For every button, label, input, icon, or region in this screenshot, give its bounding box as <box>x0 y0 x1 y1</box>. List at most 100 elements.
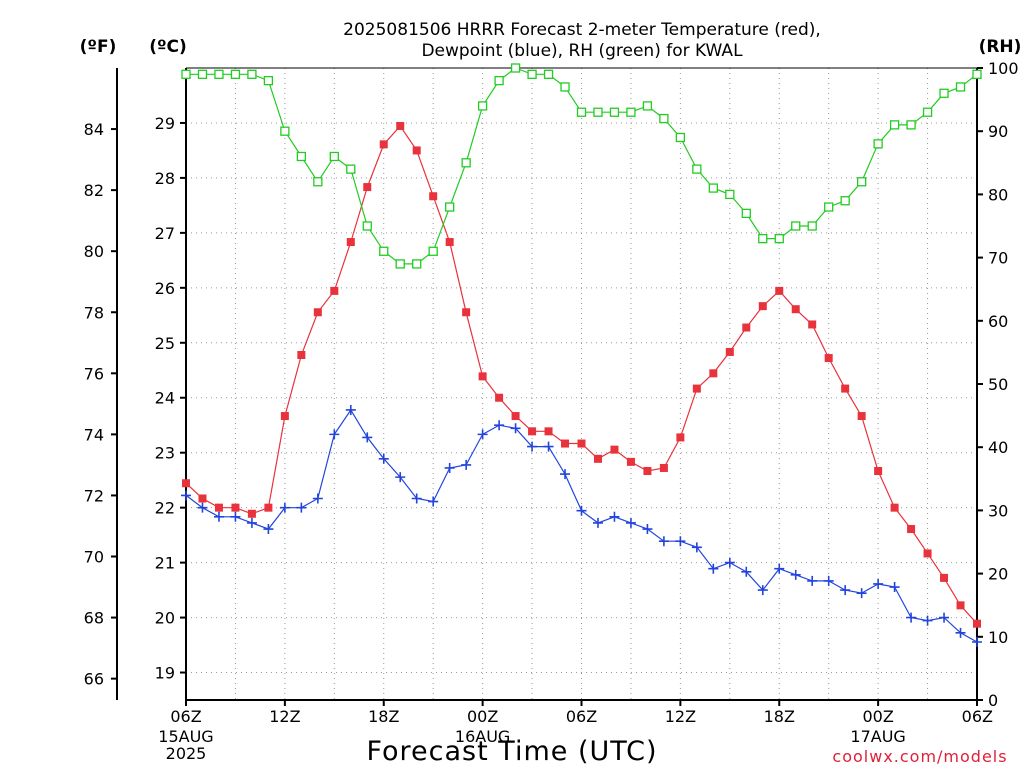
temperature-point <box>544 427 553 436</box>
rh-tick-label: 30 <box>988 501 1008 520</box>
temperature-point <box>577 439 586 448</box>
temperature-point <box>297 350 306 359</box>
temperature-point <box>379 140 388 149</box>
temperature-point <box>231 503 240 512</box>
rh-point <box>560 82 570 92</box>
rh-point <box>889 120 900 130</box>
dewpoint-point <box>774 563 785 574</box>
rh-point <box>362 221 372 231</box>
rh-point <box>626 107 636 117</box>
rh-point <box>576 107 587 117</box>
dewpoint-point <box>658 536 669 547</box>
dewpoint-point <box>477 429 488 440</box>
x-tick-label: 06Z <box>566 707 597 726</box>
dewpoint-point <box>444 462 455 473</box>
rh-tick-label: 50 <box>988 375 1008 394</box>
rh-point <box>329 151 339 162</box>
rh-point <box>494 75 504 86</box>
dewpoint-point <box>790 569 801 580</box>
credit-label: coolwx.com/models <box>832 747 1007 766</box>
x-tick-label: 00Z <box>862 707 893 726</box>
x-tick-label: 06Z <box>962 707 993 726</box>
rh-point <box>791 221 801 231</box>
dewpoint-point <box>494 420 505 431</box>
f-tick-label: 76 <box>84 364 104 383</box>
series-dewpoint <box>181 404 982 647</box>
chart-title-line-2: Dewpoint (blue), RH (green) for KWAL <box>421 41 743 61</box>
rh-point <box>247 69 257 79</box>
rh-point <box>428 246 438 256</box>
c-tick-label: 23 <box>155 444 175 463</box>
temperature-point <box>857 412 866 421</box>
rh-point <box>214 69 224 79</box>
temperature-point <box>495 393 504 402</box>
c-tick-label: 25 <box>155 334 175 353</box>
f-tick-label: 74 <box>84 425 104 444</box>
rh-point <box>906 120 916 130</box>
f-tick-label: 72 <box>84 486 104 505</box>
temperature-point <box>742 323 751 332</box>
rh-tick-label: 70 <box>988 249 1008 268</box>
c-tick-label: 28 <box>155 169 175 188</box>
chart-title-line-1: 2025081506 HRRR Forecast 2-meter Tempera… <box>343 20 821 40</box>
rh-point <box>197 69 208 79</box>
dewpoint-point <box>889 582 900 593</box>
c-tick-label: 20 <box>155 609 175 628</box>
rh-point <box>807 221 817 231</box>
rh-point <box>263 75 274 86</box>
rh-point <box>725 189 735 200</box>
series-temperature <box>182 122 981 628</box>
dewpoint-point <box>906 612 917 623</box>
temperature-point <box>973 619 981 628</box>
rh-point <box>675 132 686 143</box>
dewpoint-point <box>510 423 521 434</box>
dewpoint-point <box>576 505 587 516</box>
temperature-point <box>643 467 652 476</box>
dewpoint-point <box>955 627 966 638</box>
temperature-point <box>593 454 602 463</box>
x-tick-date-label: 17AUG <box>850 727 905 746</box>
c-tick-label: 29 <box>155 114 175 133</box>
dewpoint-point <box>345 404 356 415</box>
dewpoint-point <box>609 511 620 522</box>
c-tick-label: 26 <box>155 279 175 298</box>
dewpoint-point <box>362 432 373 443</box>
rh-unit-label: (RH) <box>979 37 1022 57</box>
dewpoint-point <box>708 563 719 574</box>
temperature-point <box>709 369 718 378</box>
c-tick-label: 22 <box>155 499 175 518</box>
rh-point <box>477 101 488 111</box>
temperature-point <box>511 412 520 421</box>
dewpoint-point <box>428 496 439 507</box>
dewpoint-point <box>527 441 538 452</box>
fahrenheit-unit-label: (ºF) <box>80 37 117 57</box>
dewpoint-point <box>642 524 653 535</box>
rh-point <box>708 183 718 193</box>
dewpoint-point <box>378 453 389 464</box>
rh-point <box>824 202 834 212</box>
temperature-point <box>791 305 800 314</box>
f-tick-label: 82 <box>84 181 104 200</box>
rh-point <box>758 233 768 244</box>
rh-point <box>741 208 751 219</box>
rh-point <box>412 259 422 269</box>
temperature-point <box>313 308 322 317</box>
temperature-point <box>396 122 405 131</box>
temperature-point <box>626 457 635 466</box>
rh-line <box>186 67 978 265</box>
c-tick-label: 19 <box>155 664 175 683</box>
x-tick-label: 18Z <box>368 707 399 726</box>
rh-point <box>955 82 966 92</box>
temperature-point <box>429 192 438 201</box>
temperature-point <box>676 433 685 442</box>
x-tick-label: 12Z <box>269 707 300 726</box>
temperature-line <box>185 125 978 625</box>
dewpoint-point <box>296 502 307 513</box>
rh-point <box>346 164 356 174</box>
temperature-point <box>956 601 965 610</box>
x-tick-label: 00Z <box>467 707 498 726</box>
dewpoint-point <box>213 511 224 522</box>
temperature-point <box>363 183 372 192</box>
rh-point <box>379 246 389 256</box>
series-layer <box>181 63 982 647</box>
